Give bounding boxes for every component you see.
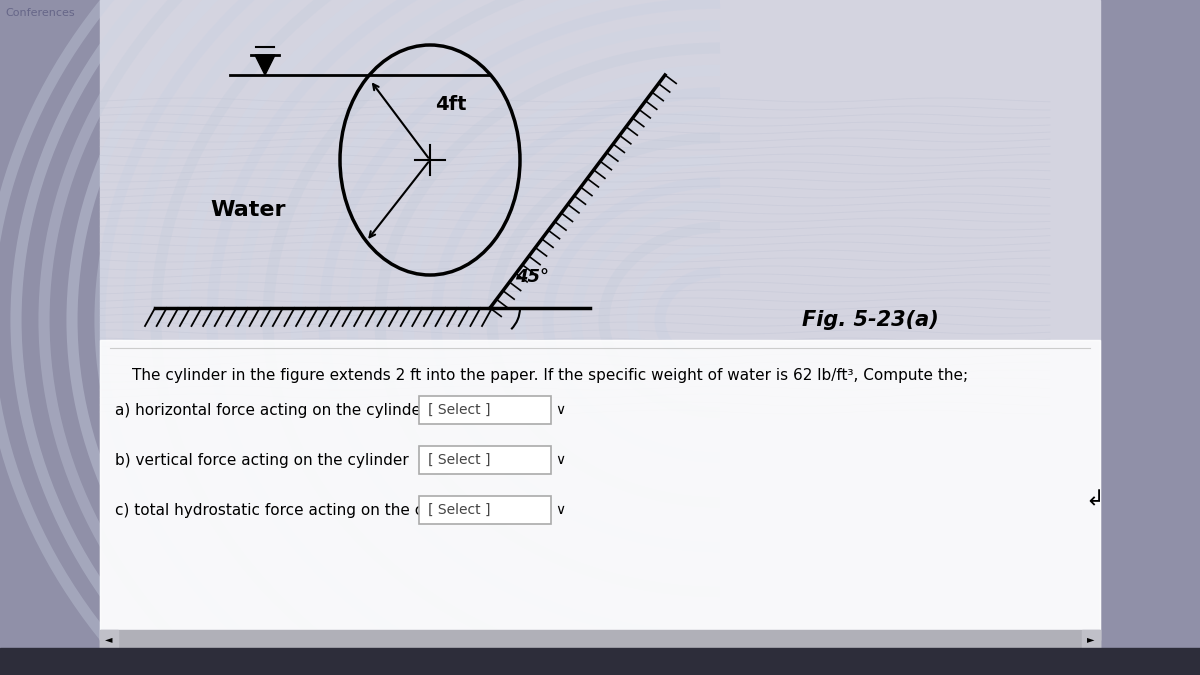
Text: ►: ►: [1087, 634, 1094, 644]
Text: [ Select ]: [ Select ]: [428, 503, 491, 517]
Text: [ Select ]: [ Select ]: [428, 453, 491, 467]
Text: b) vertical force acting on the cylinder: b) vertical force acting on the cylinder: [115, 452, 409, 468]
FancyBboxPatch shape: [419, 446, 551, 474]
Text: ∨: ∨: [554, 403, 565, 417]
Bar: [100, 340, 1100, 640]
FancyBboxPatch shape: [419, 396, 551, 424]
Text: ↲: ↲: [1085, 489, 1104, 509]
Text: Fig. 5-23(a): Fig. 5-23(a): [802, 310, 938, 330]
Bar: [0, 648, 1200, 675]
Bar: [1082, 630, 1100, 648]
Text: a) horizontal force acting on the cylinder: a) horizontal force acting on the cylind…: [115, 402, 427, 418]
Text: 45°: 45°: [515, 268, 550, 286]
Text: Conferences: Conferences: [5, 8, 74, 18]
Text: c) total hydrostatic force acting on the cylinder: c) total hydrostatic force acting on the…: [115, 502, 476, 518]
FancyBboxPatch shape: [419, 496, 551, 524]
Text: 4ft: 4ft: [436, 95, 467, 115]
Text: ∨: ∨: [554, 503, 565, 517]
Text: [ Select ]: [ Select ]: [428, 403, 491, 417]
Text: ∨: ∨: [554, 453, 565, 467]
Text: The cylinder in the figure extends 2 ft into the paper. If the specific weight o: The cylinder in the figure extends 2 ft …: [132, 368, 968, 383]
Bar: [100, 0, 1100, 655]
Bar: [100, 630, 1100, 648]
Polygon shape: [256, 55, 275, 75]
Text: Water: Water: [210, 200, 286, 220]
Bar: [100, 630, 118, 648]
Text: ◄: ◄: [106, 634, 113, 644]
